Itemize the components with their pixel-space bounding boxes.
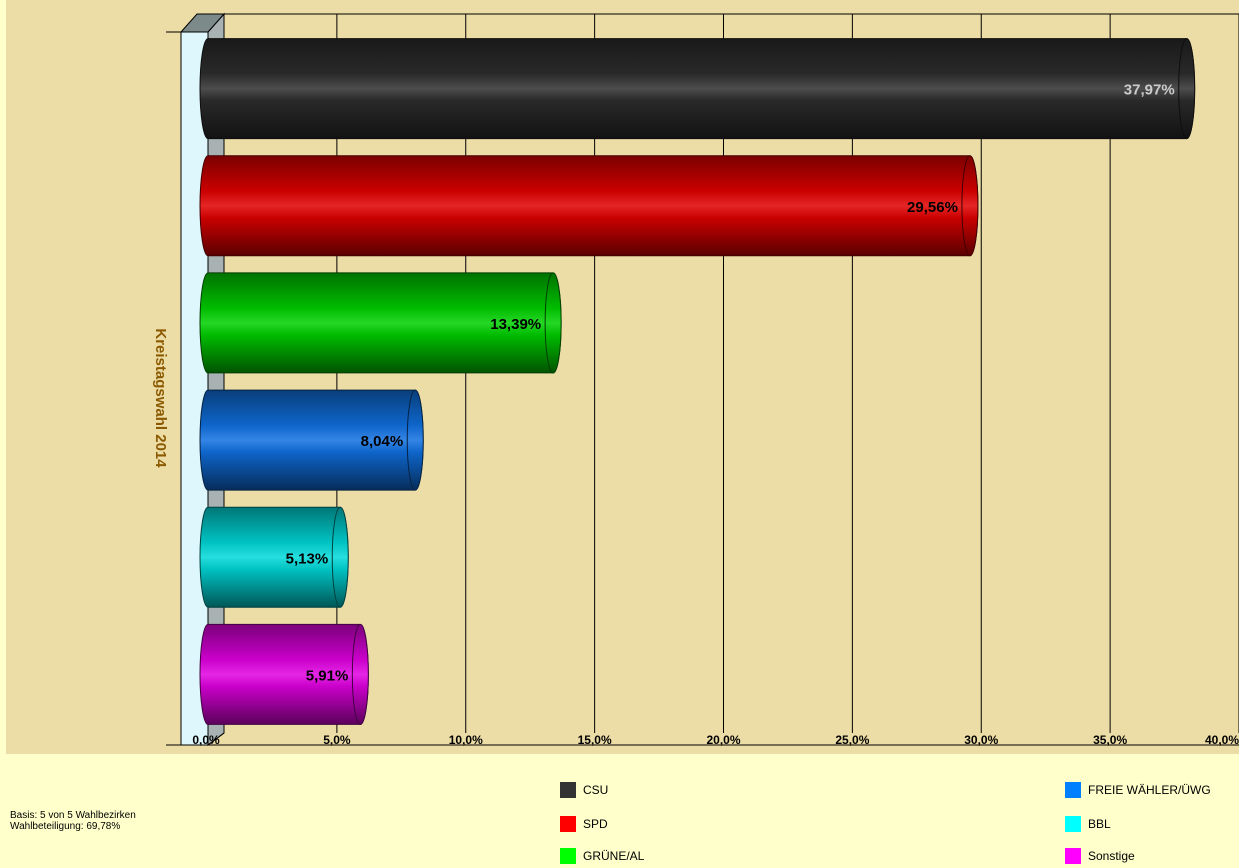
bar-cap — [961, 155, 979, 257]
data-label: 5,13% — [286, 550, 329, 567]
legend-label: Sonstige — [1088, 848, 1135, 863]
legend-swatch — [1065, 781, 1081, 798]
bar-spd — [199, 155, 979, 257]
legend-item-gruene: GRÜNE/AL — [560, 847, 644, 864]
legend-swatch — [1065, 847, 1081, 864]
basis-note: Basis: 5 von 5 Wahlbezirken — [10, 810, 136, 821]
legend-label: BBL — [1088, 816, 1111, 831]
left-wall-top — [179, 13, 226, 33]
x-tick-label: 10,0% — [449, 733, 483, 747]
legend-swatch — [560, 781, 576, 798]
data-label: 29,56% — [907, 199, 958, 216]
legend-label: FREIE WÄHLER/ÜWG — [1088, 782, 1211, 797]
x-tick-label: 25,0% — [835, 733, 869, 747]
turnout-note: Wahlbeteiligung: 69,78% — [10, 821, 121, 832]
data-label: 5,91% — [306, 667, 349, 684]
x-axis-corner — [207, 732, 225, 746]
bar-cap — [544, 272, 562, 374]
legend-swatch — [1065, 815, 1081, 832]
legend-item-freie-waehler: FREIE WÄHLER/ÜWG — [1065, 781, 1211, 798]
bar-cap — [351, 623, 369, 725]
legend-item-spd: SPD — [560, 815, 608, 832]
x-tick-label: 30,0% — [964, 733, 998, 747]
legend-item-bbl: BBL — [1065, 815, 1111, 832]
x-tick-label: 15,0% — [578, 733, 612, 747]
legend-label: CSU — [583, 782, 609, 797]
bar-cap — [331, 506, 349, 608]
y-axis-label: Kreistagswahl 2014 — [152, 328, 169, 468]
x-tick-label: 0,0% — [192, 733, 220, 747]
x-tick-label: 35,0% — [1093, 733, 1127, 747]
x-tick-label: 20,0% — [706, 733, 740, 747]
x-tick-label: 5,0% — [323, 733, 351, 747]
legend-label: SPD — [583, 816, 608, 831]
bar-chart: 37,97% 29,56% 13,39% 8,04% 5,13% 5,91% 0,0% 5,… — [152, 12, 1239, 747]
legend-swatch — [560, 815, 576, 832]
x-tick-label: 40,0% — [1205, 733, 1239, 747]
bar-cap — [406, 389, 424, 491]
data-label: 13,39% — [490, 316, 541, 333]
bar-csu — [199, 38, 1196, 140]
data-label: 8,04% — [361, 433, 404, 450]
legend-item-sonstige: Sonstige — [1065, 847, 1135, 864]
legend-swatch — [560, 847, 576, 864]
data-label: 37,97% — [1124, 82, 1175, 99]
legend-label: GRÜNE/AL — [583, 848, 645, 863]
bar-cap — [1178, 38, 1196, 140]
legend-item-csu: CSU — [560, 781, 608, 798]
